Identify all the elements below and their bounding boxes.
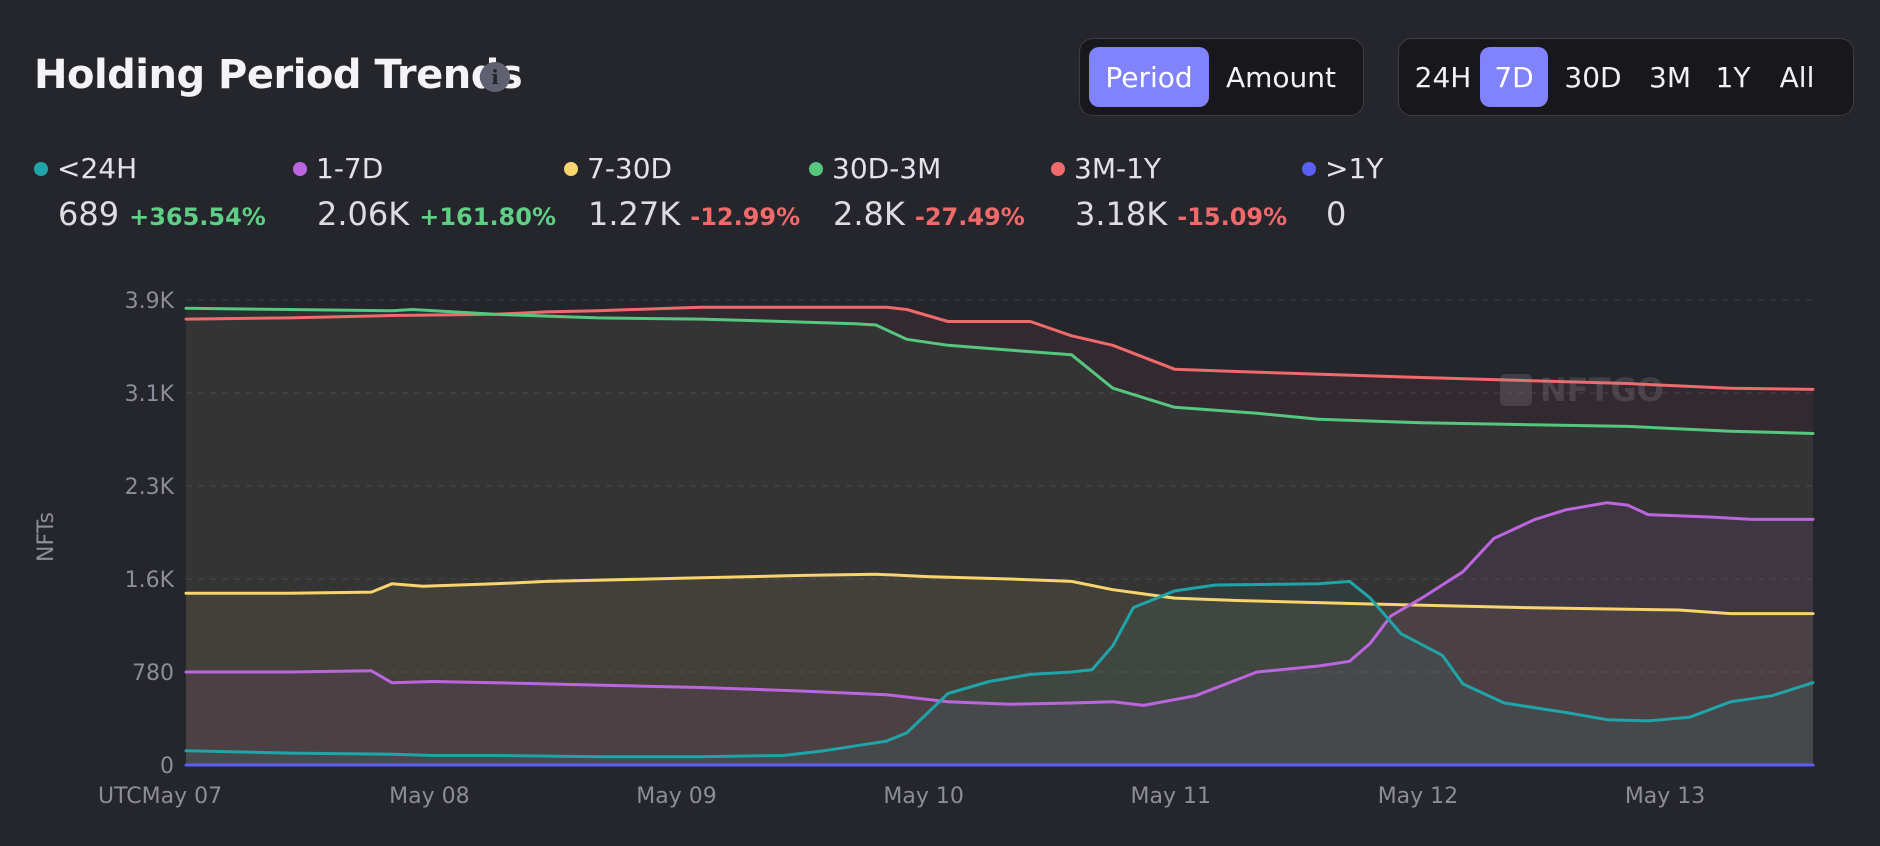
y-tick-label: 1.6K (125, 568, 175, 593)
legend-change: +161.80% (419, 203, 557, 231)
range-1y-button[interactable]: 1Y (1715, 60, 1751, 94)
legend-label: 3M-1Y (1074, 152, 1161, 185)
legend-change: -15.09% (1177, 203, 1288, 231)
legend-value: 3.18K (1075, 195, 1168, 233)
view-toggle: Period Amount (1079, 38, 1364, 116)
amount-button[interactable]: Amount (1225, 60, 1337, 94)
range-30d-button[interactable]: 30D (1564, 60, 1622, 94)
legend-dot (809, 161, 823, 176)
y-tick-label: 780 (132, 661, 174, 686)
x-tick-label: UTCMay 07 (98, 784, 222, 809)
series-line-1-7d[interactable] (184, 501, 1815, 707)
series-line-30d-3m[interactable] (184, 306, 1815, 435)
legend-label: 30D-3M (832, 152, 942, 185)
legend-label: 7-30D (587, 152, 673, 185)
legend-label: >1Y (1325, 152, 1384, 185)
range-24h-button[interactable]: 24H (1414, 60, 1472, 94)
legend-change: -12.99% (690, 203, 801, 231)
page-title: Holding Period Trends (34, 52, 523, 98)
y-tick-label: 3.9K (125, 289, 175, 314)
legend-item-3m-1y[interactable]: 3M-1Y 3.18K -15.09% (1051, 152, 1287, 233)
info-icon[interactable]: i (480, 62, 510, 92)
legend-item-lt24h[interactable]: <24H 689 +365.54% (34, 152, 266, 233)
legend-dot (34, 161, 48, 176)
legend-dot (564, 161, 578, 176)
series-area-1-7d (186, 502, 1813, 765)
x-tick-label: May 09 (636, 784, 716, 809)
range-3m-button[interactable]: 3M (1649, 60, 1691, 94)
series-line-24h[interactable] (184, 579, 1815, 759)
series-area-7-30d (186, 574, 1813, 765)
period-button[interactable]: Period (1089, 47, 1209, 107)
legend-change: -27.49% (914, 203, 1025, 231)
legend-value: 1.27K (588, 195, 681, 233)
legend-value: 0 (1326, 195, 1347, 233)
legend-item-gt1y[interactable]: >1Y 0 (1302, 152, 1383, 233)
legend-item-30d-3m[interactable]: 30D-3M 2.8K -27.49% (809, 152, 1025, 233)
watermark: NFTGO (1500, 371, 1664, 409)
series-line-7-30d[interactable] (184, 572, 1815, 616)
series-area-24h (186, 581, 1813, 765)
legend-item-1-7d[interactable]: 1-7D 2.06K +161.80% (293, 152, 556, 233)
x-tick-label: May 13 (1625, 784, 1705, 809)
y-axis-label: NFTs (34, 512, 59, 562)
x-tick-label: May 10 (883, 784, 963, 809)
y-tick-label: 0 (160, 754, 174, 779)
x-tick-label: May 12 (1378, 784, 1458, 809)
legend-change: +365.54% (129, 203, 266, 231)
legend-value: 2.06K (317, 195, 410, 233)
legend-item-7-30d[interactable]: 7-30D 1.27K -12.99% (564, 152, 800, 233)
range-all-button[interactable]: All (1779, 60, 1815, 94)
legend-dot (293, 161, 307, 176)
range-7d-button[interactable]: 7D (1480, 47, 1548, 107)
legend-label: <24H (57, 152, 138, 185)
legend-dot (1302, 161, 1316, 176)
range-toggle: 24H 7D 30D 3M 1Y All (1398, 38, 1854, 116)
y-tick-label: 2.3K (125, 475, 175, 500)
watermark-text: NFTGO (1540, 371, 1664, 409)
legend-value: 689 (58, 195, 120, 233)
legend-value: 2.8K (833, 195, 905, 233)
x-tick-label: May 08 (389, 784, 469, 809)
y-tick-label: 3.1K (125, 382, 175, 407)
legend-dot (1051, 161, 1065, 176)
legend-label: 1-7D (316, 152, 384, 185)
x-tick-label: May 11 (1131, 784, 1211, 809)
